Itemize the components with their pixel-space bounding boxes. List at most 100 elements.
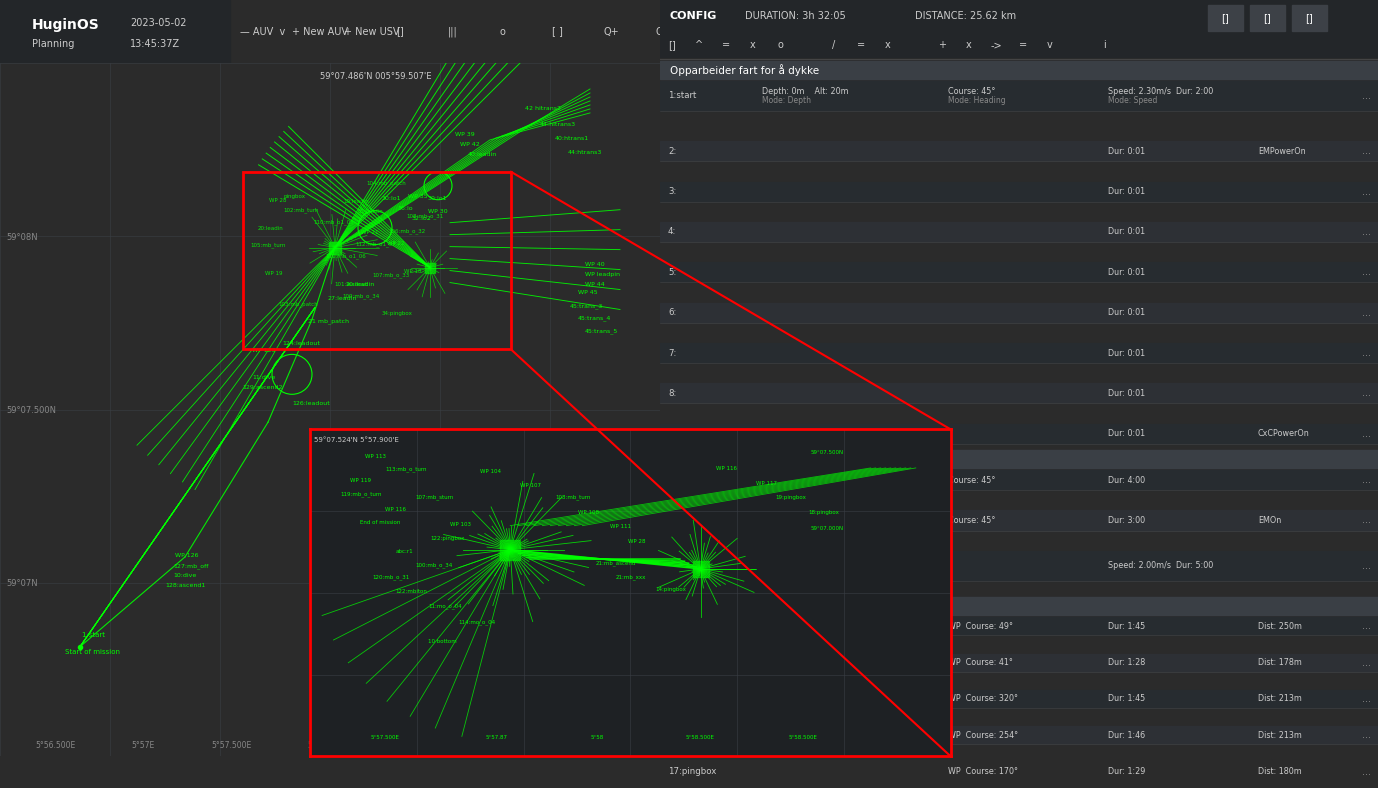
Text: 12:bottom: 12:bottom — [668, 561, 712, 571]
Text: v: v — [916, 27, 922, 36]
Text: Dur: 1:46: Dur: 1:46 — [1108, 730, 1145, 740]
Text: v: v — [1080, 27, 1086, 36]
Text: 2:: 2: — [668, 147, 677, 156]
Text: 5°57E: 5°57E — [131, 742, 154, 750]
Text: + New AUV: + New AUV — [292, 27, 349, 36]
Text: WP 126: WP 126 — [175, 553, 198, 558]
Text: 114:mo_o_04: 114:mo_o_04 — [459, 619, 495, 626]
Text: i: i — [1102, 40, 1105, 50]
Text: WP 44: WP 44 — [586, 281, 605, 287]
Text: []: [] — [1221, 13, 1229, 23]
Text: 1:start: 1:start — [668, 91, 696, 100]
Text: WP 113: WP 113 — [365, 455, 386, 459]
Text: Dur: 0:01: Dur: 0:01 — [1108, 228, 1145, 236]
Text: 5°58.500E: 5°58.500E — [788, 735, 817, 740]
Text: WP 103: WP 103 — [451, 522, 471, 526]
Text: — AUV  v: — AUV v — [240, 27, 285, 36]
Bar — [660, 181, 1378, 202]
Text: WP 117: WP 117 — [755, 481, 777, 486]
Text: Dur: 1:45: Dur: 1:45 — [1108, 694, 1145, 704]
Text: 5°56.500E: 5°56.500E — [34, 742, 76, 750]
Text: 5°58E: 5°58E — [307, 742, 331, 750]
Text: Dur: 1:28: Dur: 1:28 — [1108, 658, 1145, 667]
Text: WP 30: WP 30 — [429, 209, 448, 214]
Text: WP  Course: 41°: WP Course: 41° — [948, 658, 1013, 667]
Text: 105:mb_turn: 105:mb_turn — [251, 242, 287, 247]
Text: ...: ... — [1361, 658, 1371, 667]
Text: WP 21: WP 21 — [361, 229, 378, 235]
Text: 35:leadin: 35:leadin — [358, 209, 383, 214]
Text: 17:pingbox: 17:pingbox — [668, 767, 717, 776]
Text: 108:mb_o_31: 108:mb_o_31 — [407, 214, 444, 219]
Text: Dist: 250m: Dist: 250m — [1258, 622, 1302, 631]
Text: Cylindrical: Cylindrical — [989, 35, 1056, 47]
Text: 122:mbiton: 122:mbiton — [395, 589, 427, 594]
Text: Mode: Speed: Mode: Speed — [1108, 96, 1158, 106]
Text: x: x — [750, 40, 757, 50]
Text: 44:htrans3: 44:htrans3 — [568, 150, 602, 154]
Text: ...: ... — [1361, 187, 1371, 197]
Text: ...: ... — [1361, 475, 1371, 485]
Bar — [660, 424, 1378, 444]
Text: Dur: 1:45: Dur: 1:45 — [1108, 622, 1145, 631]
Text: Dist: 178m: Dist: 178m — [1258, 658, 1302, 667]
Text: 127:mb_off: 127:mb_off — [174, 563, 208, 569]
Text: 15:pingbox: 15:pingbox — [668, 694, 717, 704]
Text: =: = — [722, 40, 730, 50]
Text: []: [] — [668, 40, 675, 50]
Text: ...: ... — [1361, 227, 1371, 237]
Text: ...: ... — [1361, 147, 1371, 156]
Text: 6:: 6: — [668, 308, 677, 318]
Text: 5°59E: 5°59E — [484, 742, 507, 750]
Text: Dur: 0:01: Dur: 0:01 — [1108, 429, 1145, 438]
Text: [ ]: [ ] — [553, 27, 562, 36]
Text: WP 28: WP 28 — [628, 539, 646, 544]
Text: 19:pingbox: 19:pingbox — [776, 495, 806, 500]
Text: Orientation: Orientation — [870, 12, 918, 21]
Text: 106:mb_o_32: 106:mb_o_32 — [389, 228, 426, 233]
Text: /: / — [812, 27, 816, 36]
Text: 20:leadin: 20:leadin — [258, 226, 284, 231]
Text: WP 123: WP 123 — [252, 348, 276, 353]
Text: 111:mb_o1_06: 111:mb_o1_06 — [325, 253, 367, 258]
Text: ->: -> — [991, 40, 1002, 50]
Text: WP  Course: 320°: WP Course: 320° — [948, 694, 1018, 704]
Text: Planning: Planning — [32, 39, 74, 49]
Text: WP  Course: 49°: WP Course: 49° — [948, 622, 1013, 631]
Text: 40:htrans1: 40:htrans1 — [555, 136, 590, 141]
Text: 119:mb_o_turn: 119:mb_o_turn — [340, 491, 382, 496]
Text: 7:: 7: — [668, 348, 677, 358]
Text: o: o — [864, 27, 870, 36]
Bar — [243, 172, 511, 349]
Text: ...: ... — [1361, 388, 1371, 399]
Text: 113:mb_o_turn: 113:mb_o_turn — [384, 466, 427, 471]
Text: 5°58.500E: 5°58.500E — [387, 742, 427, 750]
Text: Dur: 0:01: Dur: 0:01 — [1108, 268, 1145, 277]
Text: Q+: Q+ — [604, 27, 620, 36]
Text: 34:pingbox: 34:pingbox — [382, 310, 412, 315]
Text: o: o — [500, 27, 506, 36]
Text: 128:ascend1: 128:ascend1 — [165, 583, 205, 588]
Text: 3:: 3: — [668, 187, 677, 196]
Text: |||: ||| — [448, 26, 457, 37]
Text: X: X — [708, 27, 715, 36]
Text: 40:leadin: 40:leadin — [469, 152, 497, 157]
Text: Dur: 3:00: Dur: 3:00 — [1108, 516, 1145, 525]
Text: 13:45:37Z: 13:45:37Z — [130, 39, 181, 49]
Bar — [660, 141, 1378, 162]
Text: Dur: 0:01: Dur: 0:01 — [1108, 187, 1145, 196]
Text: 110:mb_o1_05: 110:mb_o1_05 — [313, 219, 354, 225]
Text: Depth: 0m    Alt: 20m: Depth: 0m Alt: 20m — [762, 87, 849, 96]
Text: WP leadpin: WP leadpin — [586, 272, 620, 277]
Text: Start of mission: Start of mission — [65, 649, 120, 655]
Text: WP 108: WP 108 — [579, 510, 599, 515]
Text: WP  Course: 170°: WP Course: 170° — [948, 767, 1018, 776]
Text: North Up: North Up — [870, 35, 926, 47]
Text: =: = — [857, 40, 865, 50]
Text: 21:mb_xxx: 21:mb_xxx — [616, 574, 646, 580]
Text: Speed: 2.30m/s  Dur: 2:00: Speed: 2.30m/s Dur: 2:00 — [1108, 87, 1213, 96]
Text: 120:mb_o_31: 120:mb_o_31 — [372, 574, 409, 580]
Text: Dist: 213m: Dist: 213m — [1258, 730, 1302, 740]
Text: ...: ... — [1361, 348, 1371, 358]
Text: 45:trans_5: 45:trans_5 — [586, 329, 619, 334]
